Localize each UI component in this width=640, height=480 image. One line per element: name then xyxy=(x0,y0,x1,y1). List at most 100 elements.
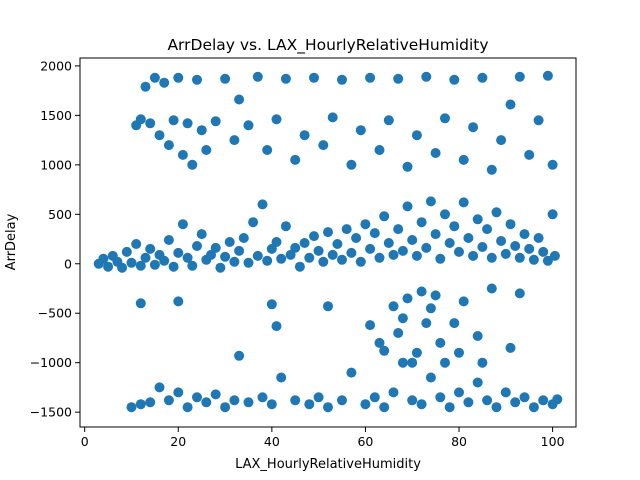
data-point xyxy=(500,387,511,398)
data-point xyxy=(318,140,329,151)
data-point xyxy=(505,342,516,353)
data-point xyxy=(234,350,245,361)
data-point xyxy=(192,392,202,403)
data-point xyxy=(313,392,324,403)
data-point xyxy=(440,209,450,220)
data-point xyxy=(135,114,146,125)
data-point xyxy=(542,255,553,266)
data-point xyxy=(257,199,268,210)
data-point xyxy=(421,242,432,253)
chart-title: ArrDelay vs. LAX_HourlyRelativeHumidity xyxy=(167,36,488,55)
data-point xyxy=(341,224,352,235)
data-point xyxy=(416,286,427,297)
data-point xyxy=(135,399,146,410)
data-point xyxy=(290,395,301,406)
data-point xyxy=(542,70,553,81)
plot-frame xyxy=(79,57,577,428)
data-point xyxy=(173,247,184,258)
data-point xyxy=(444,238,455,248)
data-point xyxy=(435,337,446,348)
data-point xyxy=(145,243,156,254)
data-point xyxy=(262,255,273,266)
data-point xyxy=(182,118,193,129)
data-point xyxy=(468,122,479,133)
data-point xyxy=(360,219,371,230)
data-point xyxy=(458,296,469,307)
data-point xyxy=(397,313,408,324)
data-point xyxy=(327,249,338,260)
data-point xyxy=(533,233,544,243)
data-point xyxy=(472,331,483,341)
data-point xyxy=(449,74,460,85)
data-point xyxy=(346,367,357,378)
data-point xyxy=(510,397,521,408)
data-points xyxy=(93,70,563,413)
data-point xyxy=(290,242,301,253)
data-point xyxy=(266,299,277,310)
data-point xyxy=(140,81,151,92)
data-point xyxy=(355,256,366,267)
data-point xyxy=(327,112,338,123)
data-point xyxy=(271,321,282,332)
data-point xyxy=(304,252,315,263)
data-point xyxy=(393,328,404,338)
data-point xyxy=(486,283,497,294)
data-point xyxy=(468,250,479,261)
data-point xyxy=(519,229,530,240)
y-axis-ticks: −1500 −1000 −500 0 500 1000 1500 2000 xyxy=(30,58,80,420)
data-point xyxy=(201,145,212,155)
data-point xyxy=(163,140,174,151)
data-point xyxy=(393,73,404,84)
data-point xyxy=(524,149,535,160)
data-point xyxy=(552,394,563,405)
data-point xyxy=(491,207,502,218)
data-point xyxy=(276,372,287,383)
data-point xyxy=(482,224,493,235)
data-point xyxy=(454,347,464,358)
data-point xyxy=(121,246,132,257)
data-point xyxy=(360,399,371,410)
data-point xyxy=(374,252,385,263)
data-point xyxy=(519,392,530,403)
data-point xyxy=(346,247,357,258)
data-point xyxy=(510,241,521,251)
data-point xyxy=(393,224,404,235)
data-point xyxy=(496,236,507,246)
data-point xyxy=(355,125,366,136)
data-point xyxy=(491,402,502,413)
data-point xyxy=(374,145,385,155)
data-point xyxy=(159,255,170,266)
data-point xyxy=(402,161,413,172)
data-point xyxy=(257,392,268,403)
data-point xyxy=(313,245,324,256)
data-point xyxy=(458,197,469,208)
data-point xyxy=(477,242,488,252)
data-point xyxy=(416,399,427,410)
data-point xyxy=(425,196,436,207)
data-point xyxy=(149,259,160,270)
data-point xyxy=(266,399,277,410)
data-point xyxy=(210,242,221,253)
data-point xyxy=(458,154,469,165)
data-point xyxy=(351,233,362,243)
data-point xyxy=(299,238,310,248)
data-point xyxy=(337,74,347,85)
data-point xyxy=(299,130,310,141)
data-point xyxy=(411,347,422,358)
data-point xyxy=(182,252,193,263)
x-axis-ticks: 0 20 40 60 80 100 xyxy=(81,427,565,449)
data-point xyxy=(210,389,221,400)
data-point xyxy=(440,113,450,124)
data-point xyxy=(379,402,390,413)
data-point xyxy=(421,318,432,329)
y-tick-label: 1000 xyxy=(40,157,72,172)
data-point xyxy=(173,387,184,398)
data-point xyxy=(229,395,240,406)
data-point xyxy=(149,72,160,83)
data-point xyxy=(477,357,488,368)
data-point xyxy=(229,135,240,146)
data-point xyxy=(168,261,179,272)
data-point xyxy=(337,254,347,265)
data-point xyxy=(500,248,511,259)
data-point xyxy=(514,71,525,82)
